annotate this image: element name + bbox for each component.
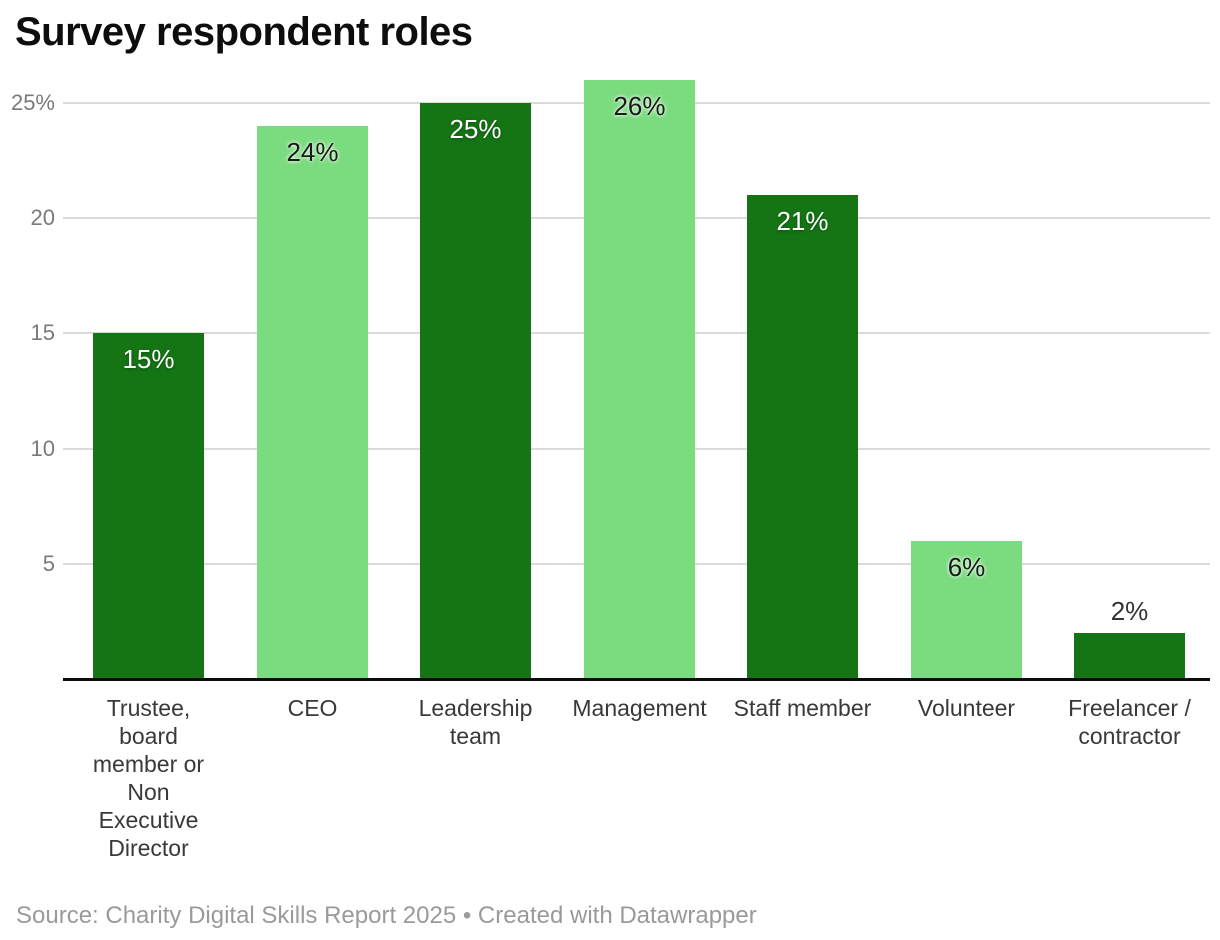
bar-value-label: 21% [776, 206, 829, 236]
bar [93, 333, 204, 679]
source-attribution: Source: Charity Digital Skills Report 20… [16, 902, 757, 929]
bar [420, 103, 531, 679]
x-axis-label: Freelancer / contractor [1068, 695, 1191, 749]
y-tick-label: 15 [30, 320, 55, 345]
chart-title: Survey respondent roles [15, 10, 473, 54]
x-axis-label: CEO [287, 695, 338, 721]
bar-value-label: 6% [947, 552, 986, 582]
x-axis-label: Volunteer [917, 695, 1016, 721]
x-axis-label: Staff member [733, 695, 872, 721]
bar [1074, 633, 1185, 679]
bar [747, 195, 858, 679]
bar-value-label: 26% [613, 91, 666, 121]
x-axis-label: Trustee, board member or Non Executive D… [92, 695, 205, 861]
bar-value-label: 2% [1110, 596, 1149, 626]
bar-value-label: 25% [449, 114, 502, 144]
bar [257, 126, 368, 679]
x-axis-label: Management [572, 695, 707, 721]
bar-value-label: 15% [122, 344, 175, 374]
bar-value-label: 24% [286, 137, 339, 167]
y-tick-label: 25% [10, 90, 55, 115]
y-tick-label: 5 [42, 551, 55, 576]
bar [911, 541, 1022, 679]
bar [584, 80, 695, 679]
x-axis-label: Leadership team [418, 695, 533, 749]
y-tick-label: 20 [30, 205, 55, 230]
y-tick-label: 10 [30, 436, 55, 461]
x-axis-line [63, 678, 1210, 681]
